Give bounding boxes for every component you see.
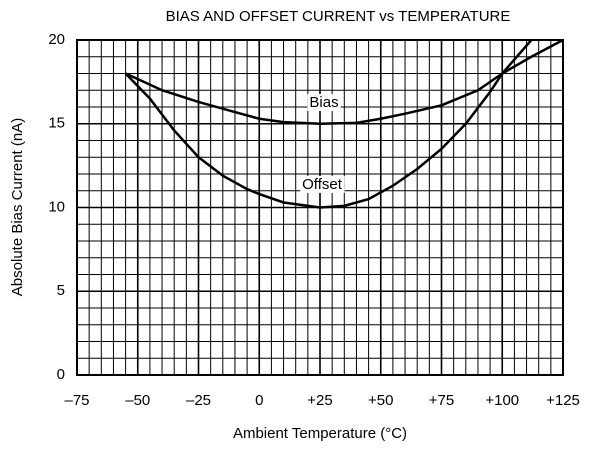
series-label-bg [307,93,341,111]
y-tick-label: 5 [57,282,65,299]
series-line [124,39,533,209]
y-tick-label: 15 [48,115,65,132]
x-tick-label: +25 [307,392,332,409]
x-tick-label: –50 [125,392,150,409]
x-axis-label: Ambient Temperature (°C) [233,425,407,442]
y-tick-label: 0 [57,366,65,383]
series-line [125,38,564,126]
x-tick-label: 0 [255,392,263,409]
x-tick-label: –75 [64,392,89,409]
x-tick-label: +75 [429,392,454,409]
series-label: Offset [302,176,343,193]
series-label-bg [300,175,345,193]
plot-frame [76,39,564,376]
chart-title: BIAS AND OFFSET CURRENT vs TEMPERATURE [166,8,511,25]
x-tick-label: +50 [368,392,393,409]
x-tick-label: +100 [485,392,519,409]
series-label: Bias [309,94,338,111]
y-tick-label: 20 [48,31,65,48]
x-tick-label: –25 [186,392,211,409]
x-tick-label: +125 [546,392,580,409]
y-axis-label: Absolute Bias Current (nA) [9,118,26,296]
y-tick-label: 10 [48,198,65,215]
